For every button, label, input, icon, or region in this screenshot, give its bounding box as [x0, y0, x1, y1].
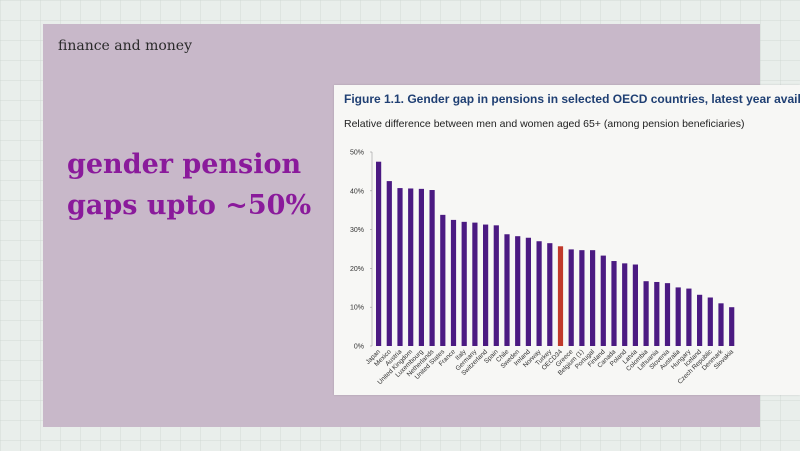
bar	[536, 241, 542, 346]
bar	[397, 188, 403, 346]
chart-figure: Figure 1.1. Gender gap in pensions in se…	[334, 85, 800, 395]
y-tick-label: 40%	[350, 188, 364, 195]
bar	[579, 250, 585, 346]
bar	[664, 283, 671, 346]
bar	[418, 188, 424, 346]
y-tick-label: 0%	[354, 344, 364, 351]
bar	[675, 287, 681, 346]
bar	[525, 237, 531, 346]
chart-subtitle: Relative difference between men and wome…	[344, 118, 745, 130]
bar-chart: 0%10%20%30%40%50%JapanMexicoAustriaUnite…	[350, 150, 735, 387]
bar	[643, 281, 649, 346]
headline: gender pension gaps upto ~50%	[67, 144, 327, 226]
bar	[504, 234, 510, 346]
bar	[632, 264, 638, 346]
bar	[440, 214, 446, 346]
y-tick-label: 20%	[350, 266, 364, 273]
bar	[429, 190, 435, 346]
bar	[568, 249, 574, 346]
bar	[515, 236, 521, 346]
bar	[718, 303, 724, 346]
bar	[483, 224, 489, 346]
bar	[600, 255, 606, 346]
bar	[386, 181, 392, 346]
y-tick-label: 30%	[350, 227, 364, 234]
bar	[376, 161, 382, 346]
bar	[461, 221, 467, 346]
topic-label: finance and money	[58, 38, 192, 54]
headline-line-2: gaps upto ~50%	[67, 190, 312, 221]
bar	[729, 307, 735, 346]
bar	[707, 297, 713, 346]
bar	[547, 243, 553, 346]
bar	[450, 219, 457, 346]
bar	[697, 294, 703, 346]
bar	[611, 261, 617, 346]
bar	[408, 188, 414, 346]
bar	[590, 250, 596, 346]
bar	[557, 246, 564, 346]
bar	[622, 263, 628, 346]
headline-line-1: gender pension	[67, 149, 302, 180]
bar	[654, 281, 660, 346]
bar	[686, 288, 692, 346]
bar	[472, 222, 478, 346]
y-tick-label: 10%	[350, 305, 364, 312]
chart-title: Figure 1.1. Gender gap in pensions in se…	[344, 92, 800, 106]
bar	[493, 225, 499, 346]
y-tick-label: 50%	[350, 150, 364, 157]
